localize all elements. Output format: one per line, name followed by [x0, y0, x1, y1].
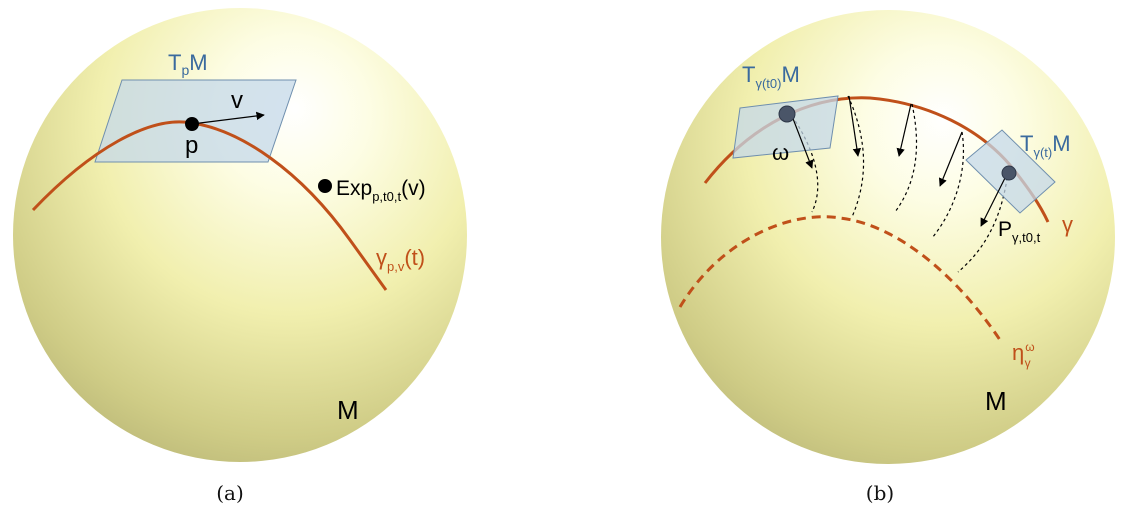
omega-label: ω [772, 140, 789, 165]
point-exp [318, 179, 332, 193]
transport-arrows [791, 95, 1009, 227]
curve-label-a: γp,v(t) [376, 245, 425, 274]
manifold-sphere-b [661, 10, 1115, 464]
transport-label: Pγ,t0,t [998, 218, 1041, 245]
eta-label: ηω γ [1012, 340, 1035, 370]
tangent-label-start: Tγ(t0)M [742, 62, 800, 91]
caption-b: (b) [866, 481, 894, 505]
curve-label-b: γ [1062, 212, 1073, 237]
caption-a: (a) [216, 481, 244, 505]
tangent-label-end: Tγ(t)M [1020, 131, 1071, 160]
tangent-space-label-a: TpM [168, 50, 208, 78]
panel-a: TpM v p Expp,t0,t(v) γp,v(t) M (a) [13, 8, 467, 505]
manifold-sphere-a [13, 8, 467, 462]
manifold-label-b: M [985, 386, 1007, 416]
point-gamma-t0 [778, 105, 796, 123]
eta-curve [678, 215, 1002, 341]
point-p [185, 117, 199, 131]
tangent-plane-start [732, 95, 839, 159]
manifold-label-a: M [337, 395, 359, 425]
vector-v-arrow [191, 111, 265, 125]
panel-b: Tγ(t0)M Tγ(t)M ω Pγ,t0,t γ ηω γ M (b) [661, 10, 1115, 505]
vector-v-label: v [231, 87, 243, 114]
point-gamma-t [1001, 165, 1017, 181]
point-p-label: p [185, 132, 198, 159]
exp-label: Expp,t0,t(v) [336, 177, 426, 204]
